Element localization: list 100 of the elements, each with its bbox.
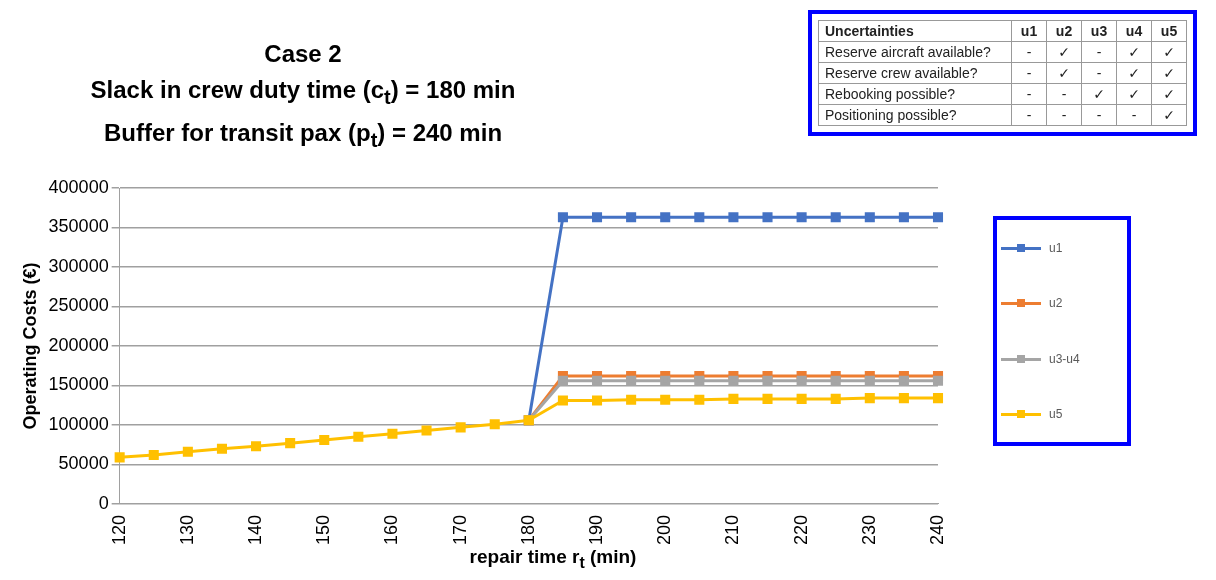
legend-label: u1 <box>1049 240 1063 255</box>
x-tick-label: 180 <box>517 514 538 546</box>
point <box>591 375 603 386</box>
point <box>557 212 568 223</box>
point <box>898 393 909 404</box>
x-tick-label: 210 <box>722 514 743 546</box>
point <box>591 212 603 223</box>
category-label: Rebooking possible? <box>825 86 955 102</box>
text: ✓ <box>1058 44 1070 60</box>
point <box>762 393 773 404</box>
legend-label: u3-u4 <box>1049 351 1080 366</box>
text: - <box>1096 65 1102 81</box>
x-tick-label: 220 <box>790 514 811 546</box>
point <box>898 212 909 223</box>
chart-subtitle: Slack in crew duty time (c$_{t}$) = 180 min Buffer for transit pax (p$_{t}$) = 240 min <box>89 75 517 153</box>
point <box>864 375 875 386</box>
point <box>694 212 705 223</box>
point <box>830 375 841 386</box>
text: - <box>1096 107 1102 123</box>
point <box>830 212 841 223</box>
text: - <box>1061 107 1067 123</box>
text: - <box>1131 107 1137 123</box>
y-tick-label: 150000 <box>48 374 109 395</box>
text: ✓ <box>1128 65 1140 81</box>
point <box>285 438 296 449</box>
point <box>864 212 875 223</box>
point <box>762 375 773 386</box>
text: ✓ <box>1128 86 1140 102</box>
x-tick-label: 120 <box>108 514 129 546</box>
point <box>626 394 637 405</box>
point <box>762 212 773 223</box>
x-tick-label: 230 <box>858 514 879 546</box>
chart-title: Case 2 <box>263 39 343 69</box>
y-tick-label: 50000 <box>58 453 109 474</box>
point <box>932 375 944 386</box>
text: - <box>1026 107 1032 123</box>
text: Uncertainties <box>818 20 1012 42</box>
point <box>182 446 193 457</box>
point <box>626 212 637 223</box>
point <box>694 375 705 386</box>
x-tick-label: 150 <box>313 514 334 546</box>
text: - <box>1026 44 1032 60</box>
text: - <box>1061 86 1067 102</box>
point <box>489 419 500 430</box>
text: - <box>1096 44 1102 60</box>
text: ✓ <box>1093 86 1105 102</box>
point <box>626 375 637 386</box>
category-label: u1 <box>1011 20 1047 42</box>
point <box>353 431 364 442</box>
point <box>421 425 432 436</box>
point <box>114 452 125 463</box>
point <box>728 212 739 223</box>
point <box>728 393 739 404</box>
text: ✓ <box>1058 65 1070 81</box>
point <box>387 428 398 439</box>
point <box>660 375 671 386</box>
point <box>319 434 330 446</box>
x-tick-label: 130 <box>176 514 197 546</box>
point <box>216 443 227 454</box>
category-label: Positioning possible? <box>825 107 957 123</box>
y-tick-label: 400000 <box>48 176 109 197</box>
point <box>898 375 909 386</box>
x-tick-label: 190 <box>586 514 606 546</box>
y-tick-label: 100000 <box>48 413 109 434</box>
y-tick-label: 250000 <box>48 295 109 316</box>
text: ✓ <box>1163 86 1175 102</box>
text: ✓ <box>1163 65 1175 81</box>
category-label: Reserve aircraft available? <box>825 44 991 60</box>
y-tick-label: 300000 <box>48 255 109 276</box>
point <box>694 394 705 405</box>
point <box>796 375 807 386</box>
point <box>591 395 603 406</box>
point <box>796 393 807 404</box>
y-tick-label: 0 <box>98 492 109 513</box>
category-label: u2 <box>1046 20 1082 42</box>
legend-label: u5 <box>1049 407 1063 422</box>
point <box>728 375 739 386</box>
text: ✓ <box>1128 44 1140 60</box>
point <box>557 395 568 406</box>
text: ✓ <box>1163 107 1175 123</box>
point <box>455 422 466 433</box>
point <box>932 212 944 223</box>
text: - <box>1026 65 1032 81</box>
text: ✓ <box>1163 44 1175 60</box>
category-label: Reserve crew available? <box>825 65 978 81</box>
y-tick-label: 200000 <box>48 334 109 355</box>
x-tick-label: 170 <box>449 514 470 546</box>
point <box>796 212 807 223</box>
point <box>830 393 841 404</box>
point <box>660 394 671 405</box>
y-tick-label: 350000 <box>48 216 109 237</box>
category-label: u4 <box>1116 20 1152 42</box>
point <box>864 393 875 404</box>
x-axis-title: repair time r$_{t}$ (min) <box>468 546 638 572</box>
point <box>148 449 159 461</box>
point <box>557 375 568 386</box>
point <box>932 393 944 404</box>
x-tick-label: 160 <box>381 514 402 546</box>
category-label: u5 <box>1151 20 1187 42</box>
x-tick-label: 140 <box>245 514 266 546</box>
